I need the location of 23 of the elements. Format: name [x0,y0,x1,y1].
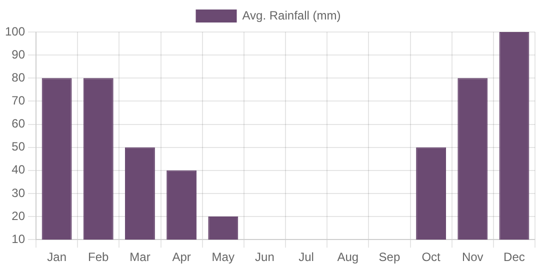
x-tick-label: Sep [378,250,400,264]
y-tick-label: 80 [12,70,26,84]
legend-label: Avg. Rainfall (mm) [242,8,341,22]
y-tick-label: 30 [12,186,26,200]
y-tick-label: 100 [4,24,26,38]
x-tick-label: Nov [462,250,484,264]
x-tick-label: Mar [130,250,150,264]
y-tick-label: 10 [12,232,26,246]
x-tick-label: Feb [88,250,110,264]
x-tick-label: Jun [255,250,274,264]
y-tick-label: 60 [12,116,26,131]
y-tick-label: 40 [12,162,26,177]
y-tick-label: 50 [12,140,26,154]
x-tick-label: Jan [47,250,66,264]
x-tick-label: Aug [337,250,359,264]
x-tick-label: May [212,250,234,264]
x-tick-label: Jul [298,250,314,264]
x-tick-label: Apr [172,250,191,264]
y-tick-label: 90 [12,47,26,62]
x-tick-label: Oct [422,250,442,264]
y-tick-label: 70 [12,94,26,108]
x-tick-label: Dec [504,250,525,264]
y-tick-label: 20 [12,208,26,223]
